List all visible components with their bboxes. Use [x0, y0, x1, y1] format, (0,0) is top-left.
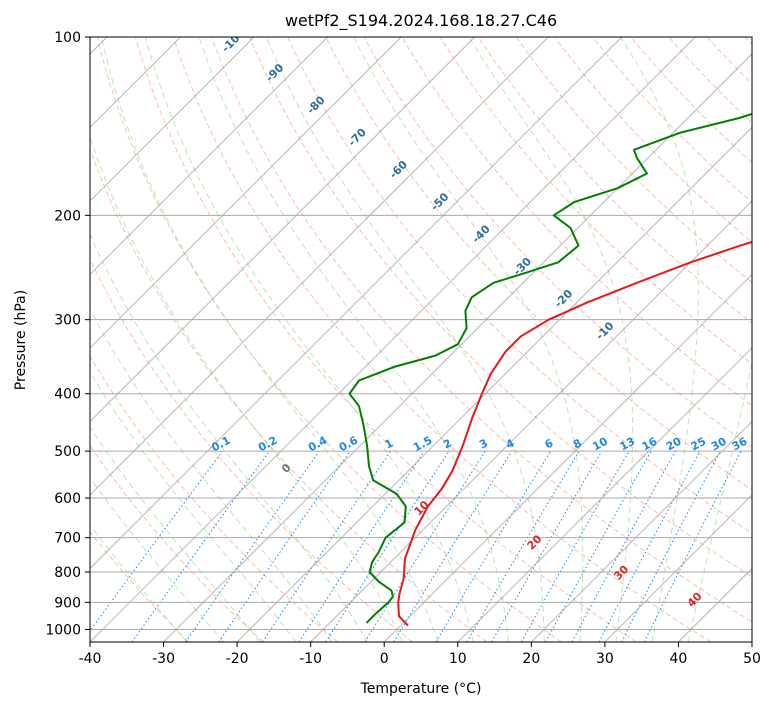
dry-adiabat-line — [90, 445, 264, 642]
plot-frame — [89, 36, 753, 643]
isotherm-line — [604, 494, 752, 642]
y-tick-label: 700 — [54, 531, 81, 547]
moist-adiabat-line — [90, 308, 333, 642]
mixing-ratio-line — [521, 450, 630, 642]
moist-adiabat-line — [90, 524, 188, 642]
isotherm-line — [90, 37, 549, 496]
x-tick-label: 50 — [743, 651, 761, 667]
mixing-ratio-line — [571, 450, 676, 642]
isotherm-line — [90, 37, 476, 423]
y-axis-label: Pressure (hPa) — [13, 290, 29, 390]
dry-adiabat-line — [211, 37, 752, 623]
mixing-ratio-line — [643, 450, 742, 642]
dry-adiabat-line — [515, 37, 752, 284]
x-tick-label: 30 — [596, 651, 614, 667]
y-tick-label: 600 — [54, 491, 81, 507]
mixing-ratio-lines — [90, 450, 742, 642]
x-tick-label: 40 — [670, 651, 688, 667]
dry-adiabat-line — [173, 37, 712, 642]
moist-adiabat-line — [100, 37, 439, 642]
y-tick-label: 400 — [54, 387, 81, 403]
dry-adiabat-line — [401, 37, 752, 406]
x-tick-label: 0 — [380, 651, 389, 667]
moist-adiabat-line — [198, 37, 510, 642]
dry-adiabat-line — [477, 37, 752, 324]
y-tick-label: 900 — [54, 595, 81, 611]
isotherm-line — [90, 37, 255, 202]
y-axis-ticks: 100 200 300 400 500 600 700 800 900 1000 — [45, 30, 90, 638]
plot-area: -100-90-80-70-60-50-40-30-20-100.1 0.2 0.4… — [90, 37, 752, 642]
dry-adiabats — [90, 37, 752, 642]
mixing-ratio-line — [90, 450, 224, 632]
mixing-ratio-line — [218, 450, 351, 642]
y-tick-label: 200 — [54, 208, 81, 224]
x-tick-label: -10 — [299, 651, 322, 667]
dry-adiabat-line — [90, 355, 339, 642]
mixing-ratio-label: 16 — [640, 435, 660, 454]
dry-adiabat-line — [90, 147, 488, 642]
mixing-ratio-line — [262, 450, 392, 642]
isotherm-line — [383, 273, 752, 642]
x-tick-label: 10 — [449, 651, 467, 667]
moist-adiabat-line — [90, 232, 368, 642]
y-tick-label: 800 — [54, 565, 81, 581]
temperature-profile-line — [397, 240, 752, 627]
moist-adiabat-line — [620, 37, 699, 642]
mixing-ratio-line — [185, 450, 320, 642]
moist-adiabat-line — [90, 370, 297, 642]
dry-adiabat-line — [134, 37, 637, 642]
moist-adiabat-line — [144, 37, 474, 642]
isotherm-line — [90, 37, 402, 349]
x-tick-label: -30 — [152, 651, 175, 667]
isobars — [90, 37, 752, 630]
mixing-ratio-line — [298, 450, 425, 642]
x-tick-label: 20 — [522, 651, 540, 667]
moist-adiabat-line — [353, 37, 584, 642]
y-tick-label: 300 — [54, 313, 81, 329]
dewpoint-profile-line — [348, 112, 752, 624]
moist-adiabat-line — [90, 476, 225, 642]
moist-adiabat-line — [687, 361, 752, 642]
isotherm-line — [90, 37, 328, 276]
moist-adiabat-line — [90, 426, 261, 642]
y-tick-label: 500 — [54, 444, 81, 460]
mixing-ratio-line — [325, 450, 450, 642]
chart-title: wetPf2_S194.2024.168.18.27.C46 — [285, 11, 557, 31]
isotherm-line — [90, 37, 696, 642]
y-tick-label: 1000 — [45, 622, 81, 638]
mixing-ratio-label: 10 — [590, 435, 610, 454]
mixing-ratio-line — [131, 450, 270, 642]
mixing-ratio-label: 25 — [689, 435, 709, 454]
x-axis-ticks: -40 -30 -20 -10 0 10 20 30 40 50 — [79, 642, 761, 667]
mixing-ratio-line — [393, 450, 513, 642]
isotherm-line — [90, 37, 623, 570]
dry-adiabat-line — [249, 37, 752, 578]
mixing-ratio-line — [545, 450, 652, 642]
isotherm-line — [530, 420, 752, 642]
mixing-ratio-label: 36 — [730, 435, 750, 454]
mixing-ratio-label: 20 — [664, 435, 684, 454]
moist-adiabat-line — [266, 37, 545, 642]
x-axis-label: Temperature (°C) — [360, 681, 482, 697]
isotherm-line — [457, 347, 752, 642]
mixing-ratio-label: 30 — [709, 435, 729, 454]
dry-adiabat-line — [96, 37, 562, 642]
x-tick-label: -20 — [226, 651, 249, 667]
isotherm-line — [236, 126, 752, 642]
sounding-series — [348, 112, 752, 627]
y-tick-label: 100 — [54, 30, 81, 46]
x-tick-label: -40 — [79, 651, 102, 667]
moist-adiabat-line — [90, 135, 404, 642]
dry-adiabat-line — [90, 530, 190, 642]
mixing-ratio-label: 13 — [618, 435, 638, 454]
